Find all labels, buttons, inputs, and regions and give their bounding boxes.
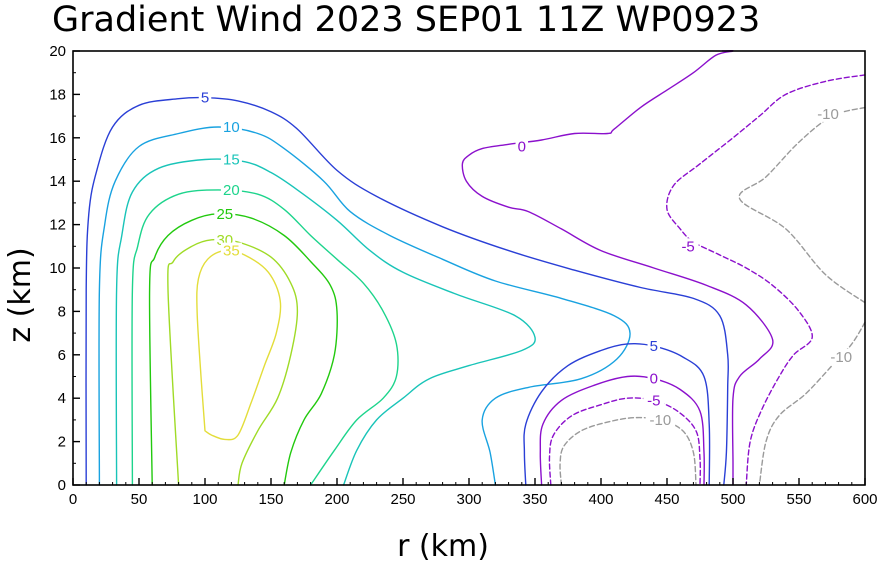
x-tick-label: 550	[786, 491, 811, 508]
contour-label: 5	[201, 90, 209, 107]
x-tick-label: 200	[324, 491, 349, 508]
contour-line	[539, 375, 705, 486]
contour-line	[559, 416, 697, 486]
contour-label-bg	[220, 118, 242, 135]
contour-line	[115, 158, 536, 486]
contour-label: 0	[518, 138, 526, 155]
y-tick-label: 10	[49, 260, 66, 277]
y-tick-label: 8	[58, 303, 66, 320]
y-tick-label: 6	[58, 347, 66, 364]
contour-lines	[85, 49, 866, 486]
y-tick-label: 14	[49, 173, 66, 190]
contour-line	[85, 96, 730, 486]
x-tick-label: 350	[522, 491, 547, 508]
contour-line	[548, 397, 702, 486]
contour-label-bg	[643, 392, 665, 409]
contour-label: -5	[647, 392, 660, 409]
contour-line	[167, 238, 299, 486]
chart-title: Gradient Wind 2023 SEP01 11Z WP0923	[52, 0, 760, 40]
contour-label: 35	[223, 243, 240, 260]
contour-label: 25	[216, 206, 233, 223]
y-tick-label: 20	[49, 43, 66, 60]
contour-label-bg	[647, 338, 661, 355]
x-tick-label: 450	[654, 491, 679, 508]
contour-label: 5	[650, 338, 658, 355]
y-tick-label: 2	[58, 434, 66, 451]
plot-frame	[72, 50, 866, 486]
x-tick-label: 250	[390, 491, 415, 508]
y-tick-label: 0	[58, 477, 66, 494]
contour-label-bg	[647, 370, 661, 387]
contour-line	[461, 49, 774, 486]
contour-label: 10	[223, 119, 240, 136]
contour-line	[98, 126, 631, 486]
contour-label-bg	[677, 238, 699, 255]
contour-line	[738, 106, 866, 304]
contour-label: -10	[650, 412, 672, 429]
y-tick-label: 4	[58, 390, 66, 407]
contour-label-bg	[220, 181, 242, 198]
contour-line	[666, 74, 866, 486]
x-tick-label: 150	[258, 491, 283, 508]
contour-label: -5	[681, 238, 694, 255]
x-tick-label: 400	[588, 491, 613, 508]
contour-label-bg	[220, 151, 242, 168]
x-tick-label: 50	[131, 491, 148, 508]
x-tick-label: 100	[192, 491, 217, 508]
x-tick-label: 300	[456, 491, 481, 508]
contour-label-bg	[214, 205, 236, 222]
contour-label: 0	[650, 371, 658, 388]
contour-line	[196, 249, 282, 441]
y-tick-label: 12	[49, 217, 66, 234]
contour-label: -10	[817, 106, 839, 123]
contour-label-bg	[645, 411, 676, 428]
contour-line	[758, 321, 866, 486]
x-axis-ticks: 0 50 100 150 200 250 300 350 400 450 500 550 600	[69, 478, 878, 508]
contour-label-bg	[826, 348, 856, 365]
x-axis-label: r (km)	[397, 529, 489, 561]
y-tick-label: 18	[49, 86, 66, 103]
x-tick-label: 600	[852, 491, 877, 508]
contour-label: 20	[223, 182, 240, 199]
contour-line	[148, 213, 338, 486]
x-tick-label: 0	[69, 491, 77, 508]
contour-line	[131, 189, 399, 486]
contour-label-bg	[198, 89, 212, 106]
x-tick-label: 500	[720, 491, 745, 508]
contour-label: -10	[830, 349, 852, 366]
contour-label: 15	[223, 152, 240, 169]
contour-label-bg	[220, 242, 242, 259]
y-tick-label: 16	[49, 130, 66, 147]
contour-line	[523, 342, 711, 486]
contour-label-bg	[813, 105, 843, 122]
contour-label-bg	[515, 138, 529, 155]
y-axis-label: z (km)	[3, 247, 38, 342]
y-axis-ticks: 0 2 4 6 8 10 12 14 16 18 20	[49, 43, 80, 494]
